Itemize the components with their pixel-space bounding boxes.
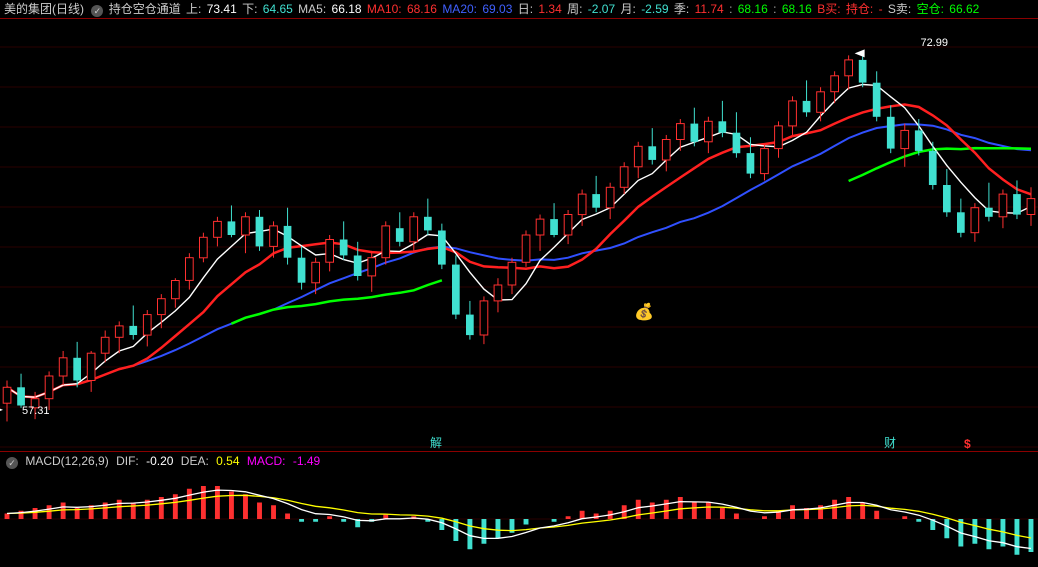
candlestick-chart[interactable]: 72.99 57.31 💰 解 财 $ [0, 19, 1038, 451]
month-value: -2.59 [641, 2, 668, 16]
indicator-name: 持仓空仓通道 [109, 2, 181, 16]
week-label: 周: [567, 2, 582, 16]
ssell-label: S卖: [888, 2, 911, 16]
marker-jie: 解 [430, 434, 442, 451]
up-value: 73.41 [207, 2, 237, 16]
macd-val: -1.49 [293, 454, 320, 468]
dif-label: DIF: [116, 454, 139, 468]
up-label: 上: [186, 2, 201, 16]
day-value: 1.34 [538, 2, 561, 16]
ma20-value: 69.03 [482, 2, 512, 16]
extra2-value: 68.16 [782, 2, 812, 16]
empty-value: 66.62 [949, 2, 979, 16]
hold-label: 持仓: [846, 2, 873, 16]
day-label: 日: [518, 2, 533, 16]
dif-value: -0.20 [146, 454, 173, 468]
ma5-value: 66.18 [332, 2, 362, 16]
macd-val-label: MACD: [247, 454, 286, 468]
price-low-label: 57.31 [22, 405, 50, 417]
ma10-value: 68.16 [407, 2, 437, 16]
dea-label: DEA: [181, 454, 209, 468]
money-bag-icon: 💰 [634, 302, 654, 322]
month-label: 月: [621, 2, 636, 16]
empty-label: 空仓: [917, 2, 944, 16]
bbuy-label: B买: [817, 2, 840, 16]
down-label: 下: [242, 2, 257, 16]
check-icon: ✓ [6, 457, 18, 469]
check-icon: ✓ [91, 5, 103, 17]
week-value: -2.07 [588, 2, 615, 16]
ma5-label: MA5: [298, 2, 326, 16]
dollar-icon: $ [964, 437, 971, 451]
down-value: 64.65 [263, 2, 293, 16]
marker-cai: 财 [884, 434, 896, 451]
price-high-label: 72.99 [920, 37, 948, 49]
extra1-value: 68.16 [738, 2, 768, 16]
macd-header: ✓ MACD(12,26,9) DIF: -0.20 DEA: 0.54 MAC… [0, 451, 1038, 470]
ma20-label: MA20: [442, 2, 477, 16]
quarter-value: 11.74 [695, 2, 724, 16]
dea-value: 0.54 [216, 454, 239, 468]
quarter-label: 季: [674, 2, 689, 16]
stock-title: 美的集团(日线) [4, 2, 84, 16]
macd-title: MACD(12,26,9) [25, 454, 108, 468]
chart-header: 美的集团(日线) ✓ 持仓空仓通道 上: 73.41 下: 64.65 MA5:… [0, 0, 1038, 19]
macd-chart[interactable] [0, 470, 1038, 567]
hold-value: - [879, 2, 883, 16]
ma10-label: MA10: [367, 2, 402, 16]
